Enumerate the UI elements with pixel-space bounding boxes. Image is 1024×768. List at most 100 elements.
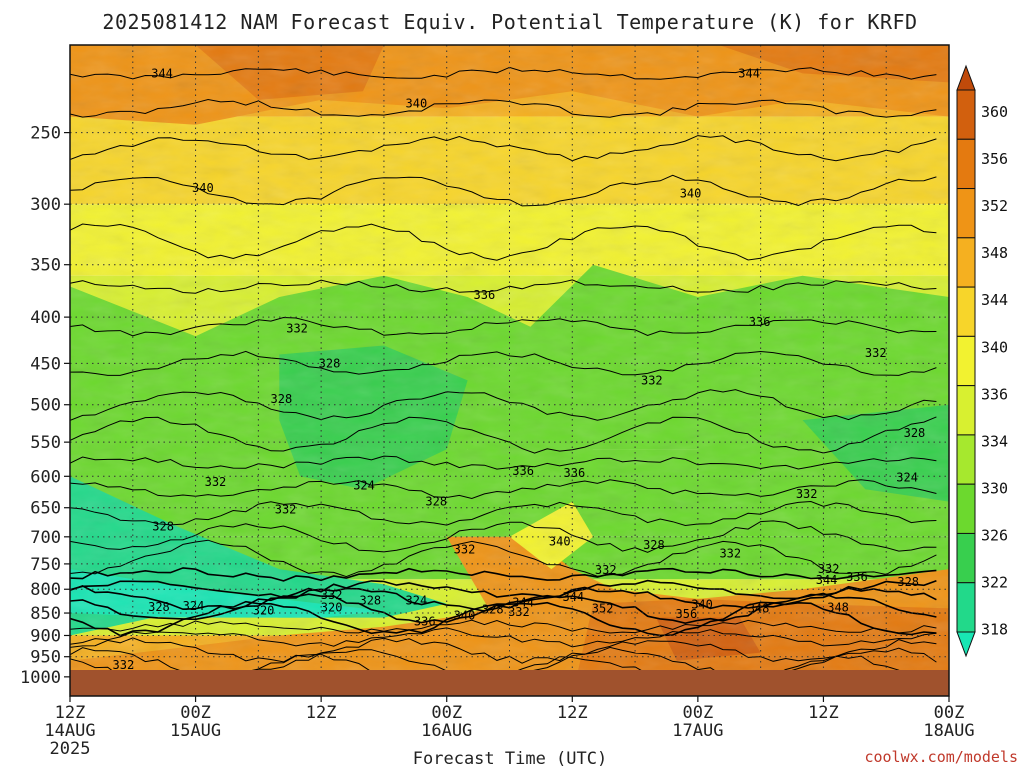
contour-label: 328 <box>904 426 926 440</box>
contour-label-text: 352 <box>592 601 614 615</box>
contour-label-text: 344 <box>738 66 760 80</box>
contour-label: 340 <box>680 187 702 201</box>
colorbar-segment <box>956 138 976 190</box>
contour-label-text: 336 <box>474 288 496 302</box>
colorbar: 360 356 352 348 344 340 336 334 330 326 322 318 <box>956 64 1008 658</box>
colorbar-segment <box>956 188 976 239</box>
contour-label: 320 <box>253 604 275 618</box>
contour-label: 336 <box>474 288 496 302</box>
contour-label-text: 348 <box>748 601 770 615</box>
colorbar-tick-label: 322 <box>981 574 1008 592</box>
contour-label: 332 <box>818 562 840 576</box>
contour-line <box>70 223 937 261</box>
contour-label: 336 <box>564 466 586 480</box>
plot-frame <box>69 44 950 697</box>
contour-label-text: 344 <box>562 590 584 604</box>
contour-line <box>70 174 937 207</box>
colorbar-segment <box>956 483 976 534</box>
x-tick-label: 00Z <box>934 703 965 723</box>
colorbar-tick-label: 318 <box>981 621 1008 639</box>
contour-label-text: 344 <box>816 573 838 587</box>
x-tick-label: 00Z <box>682 703 713 723</box>
contour-label: 332 <box>641 373 663 387</box>
y-tick-label: 500 <box>30 396 61 416</box>
contour-label-text: 332 <box>113 658 135 672</box>
contour-line <box>70 592 937 625</box>
contour-label-text: 324 <box>896 471 918 485</box>
contour-label-text: 332 <box>286 322 308 336</box>
contour-label-text: 340 <box>192 181 214 195</box>
contour-label-text: 328 <box>897 575 919 589</box>
contour-label-text: 324 <box>406 593 428 607</box>
contour-line <box>70 66 937 80</box>
contour-label-text: 332 <box>865 346 887 360</box>
contour-label-text: 336 <box>564 466 586 480</box>
y-tick-label: 700 <box>30 528 61 548</box>
y-tick-label: 650 <box>30 499 61 519</box>
colorbar-arrow-bottom <box>956 631 976 658</box>
contour-label: 332 <box>865 346 887 360</box>
contour-label-text: 328 <box>148 600 170 614</box>
x-tick-label: 12Z <box>55 703 86 723</box>
contour-label-text: 324 <box>183 599 205 613</box>
contour-label: 328 <box>643 538 665 552</box>
contour-label: 344 <box>562 590 584 604</box>
colorbar-tick-label: 336 <box>981 385 1008 403</box>
y-tick-label: 400 <box>30 308 61 328</box>
contour-line <box>70 539 937 578</box>
colorbar-segment <box>956 532 976 584</box>
contour-label-text: 336 <box>512 464 534 478</box>
contour-line <box>70 279 937 294</box>
colorbar-tick-label: 330 <box>981 479 1008 497</box>
contour-label: 344 <box>512 595 534 609</box>
contour-label-text: 336 <box>749 315 771 329</box>
contour-label: 340 <box>691 598 713 612</box>
credit-text[interactable]: coolwx.com/models <box>864 748 1018 766</box>
y-tick-label: 300 <box>30 195 61 215</box>
contour-label-text: 344 <box>512 595 534 609</box>
colorbar-segment <box>956 434 976 485</box>
contour-label-text: 332 <box>205 475 227 489</box>
colorbar-tick-label: 340 <box>981 338 1008 356</box>
contour-label: 328 <box>482 602 504 616</box>
contour-line <box>70 500 937 527</box>
contour-label: 336 <box>512 464 534 478</box>
contour-label-text: 340 <box>680 187 702 201</box>
contour-label: 328 <box>359 593 381 607</box>
contour-label-text: 324 <box>353 478 375 492</box>
contour-label-text: 344 <box>151 66 173 80</box>
contour-line <box>70 135 937 162</box>
y-tick-label: 800 <box>30 580 61 600</box>
contour-label: 344 <box>738 66 760 80</box>
contour-label: 332 <box>796 487 818 501</box>
contour-label-text: 340 <box>691 598 713 612</box>
contour-label-text: 332 <box>275 503 297 517</box>
contour-label: 332 <box>275 503 297 517</box>
contour-line <box>70 316 937 337</box>
contour-label: 336 <box>414 614 436 628</box>
colorbar-segment <box>956 385 976 436</box>
contour-label: 340 <box>454 608 476 622</box>
colorbar-segment <box>956 237 976 288</box>
x-tick-label: 18AUG <box>923 721 974 741</box>
contour-line <box>70 619 937 634</box>
contour-label-text: 332 <box>321 588 343 602</box>
colorbar-tick-label: 360 <box>981 103 1008 121</box>
contour-label: 332 <box>286 322 308 336</box>
y-tick-label: 950 <box>30 648 61 668</box>
x-tick-label: 12Z <box>306 703 337 723</box>
contour-label: 328 <box>425 495 447 509</box>
contour-label: 332 <box>205 475 227 489</box>
contour-label: 356 <box>676 607 698 621</box>
contour-label: 324 <box>896 471 918 485</box>
contour-label: 332 <box>508 605 530 619</box>
x-tick-label: 12Z <box>557 703 588 723</box>
x-tick-label: 12Z <box>808 703 839 723</box>
contour-line <box>70 567 937 582</box>
contour-label-text: 332 <box>796 487 818 501</box>
contour-label-text: 332 <box>508 605 530 619</box>
contour-label-text: 328 <box>271 392 293 406</box>
contour-label: 348 <box>827 600 849 614</box>
